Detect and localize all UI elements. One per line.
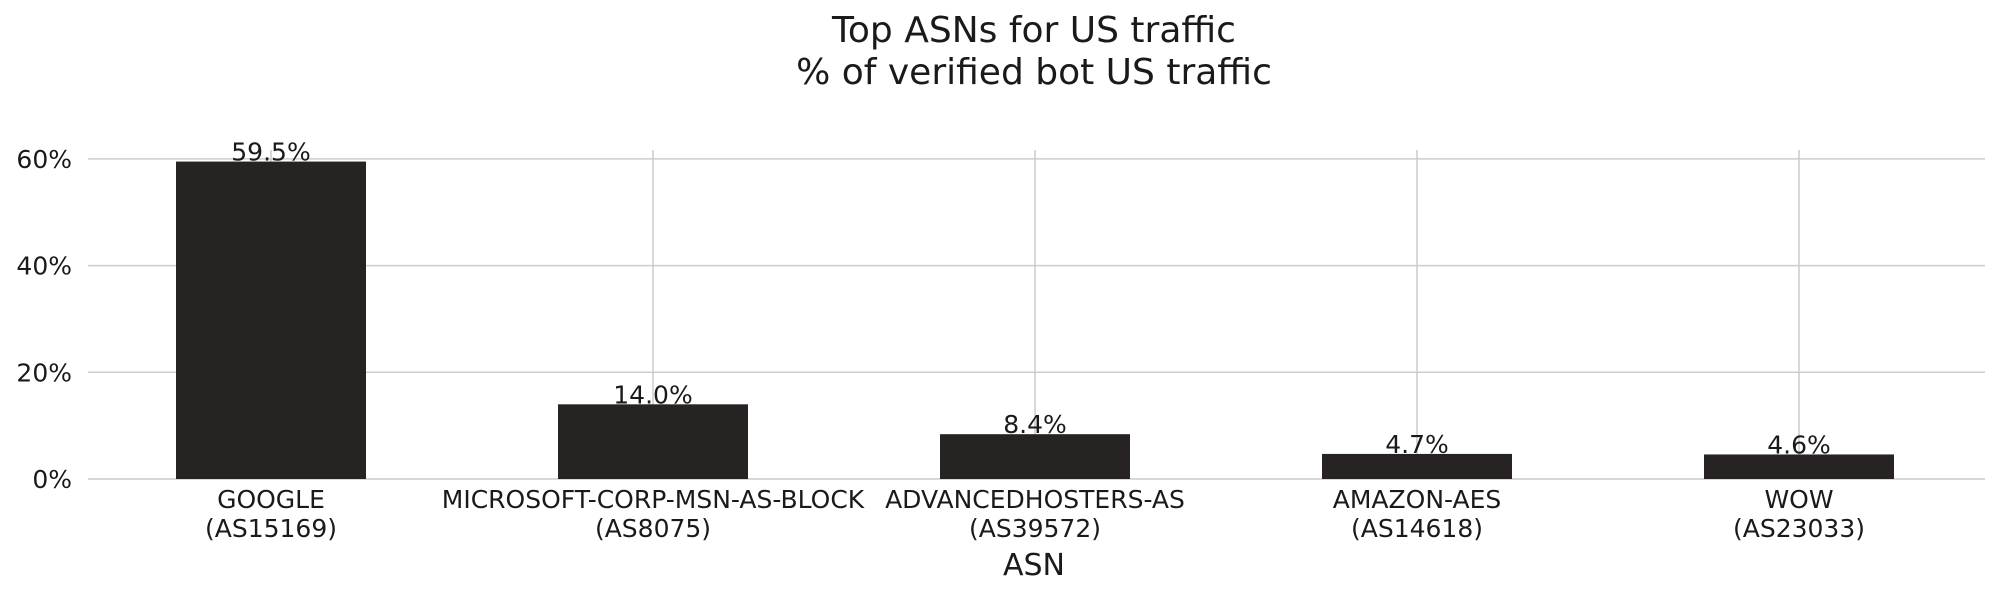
bar (176, 161, 366, 479)
bar (558, 404, 748, 479)
chart-subtitle: % of verified bot US traffic (796, 52, 1272, 93)
x-tick-label-asn: (AS8075) (595, 514, 711, 543)
bar (1322, 453, 1512, 479)
data-labels: 59.5% 14.0% 8.4% 4.7% 4.6% (231, 138, 1830, 460)
y-tick-label: 0% (32, 465, 72, 494)
bar (940, 434, 1130, 479)
chart-title: Top ASNs for US traffic (831, 10, 1236, 51)
y-tick-label: 40% (16, 252, 72, 281)
data-label: 14.0% (613, 380, 692, 409)
x-tick-label-asn: (AS39572) (969, 514, 1101, 543)
x-tick-label-name: WOW (1764, 485, 1833, 514)
x-tick-label-name: ADVANCEDHOSTERS-AS (885, 485, 1185, 514)
x-tick-label-asn: (AS15169) (205, 514, 337, 543)
bars (176, 161, 1894, 479)
x-tick-label-asn: (AS23033) (1733, 514, 1865, 543)
data-label: 4.6% (1767, 430, 1831, 459)
data-label: 59.5% (231, 138, 310, 167)
bar (1704, 454, 1894, 479)
x-axis-ticks: GOOGLE(AS15169) MICROSOFT-CORP-MSN-AS-BLO… (205, 485, 1865, 543)
x-tick-label-asn: (AS14618) (1351, 514, 1483, 543)
x-tick-label-name: AMAZON-AES (1333, 485, 1502, 514)
data-label: 8.4% (1003, 410, 1067, 439)
grid-lines (88, 150, 1985, 480)
x-tick-label-name: MICROSOFT-CORP-MSN-AS-BLOCK (442, 485, 865, 514)
x-tick-label-name: GOOGLE (217, 485, 325, 514)
x-axis-label: ASN (1003, 548, 1065, 583)
y-axis-ticks: 0% 20% 40% 60% (16, 145, 72, 494)
y-tick-label: 60% (16, 145, 72, 174)
data-label: 4.7% (1385, 430, 1449, 459)
y-tick-label: 20% (16, 358, 72, 387)
